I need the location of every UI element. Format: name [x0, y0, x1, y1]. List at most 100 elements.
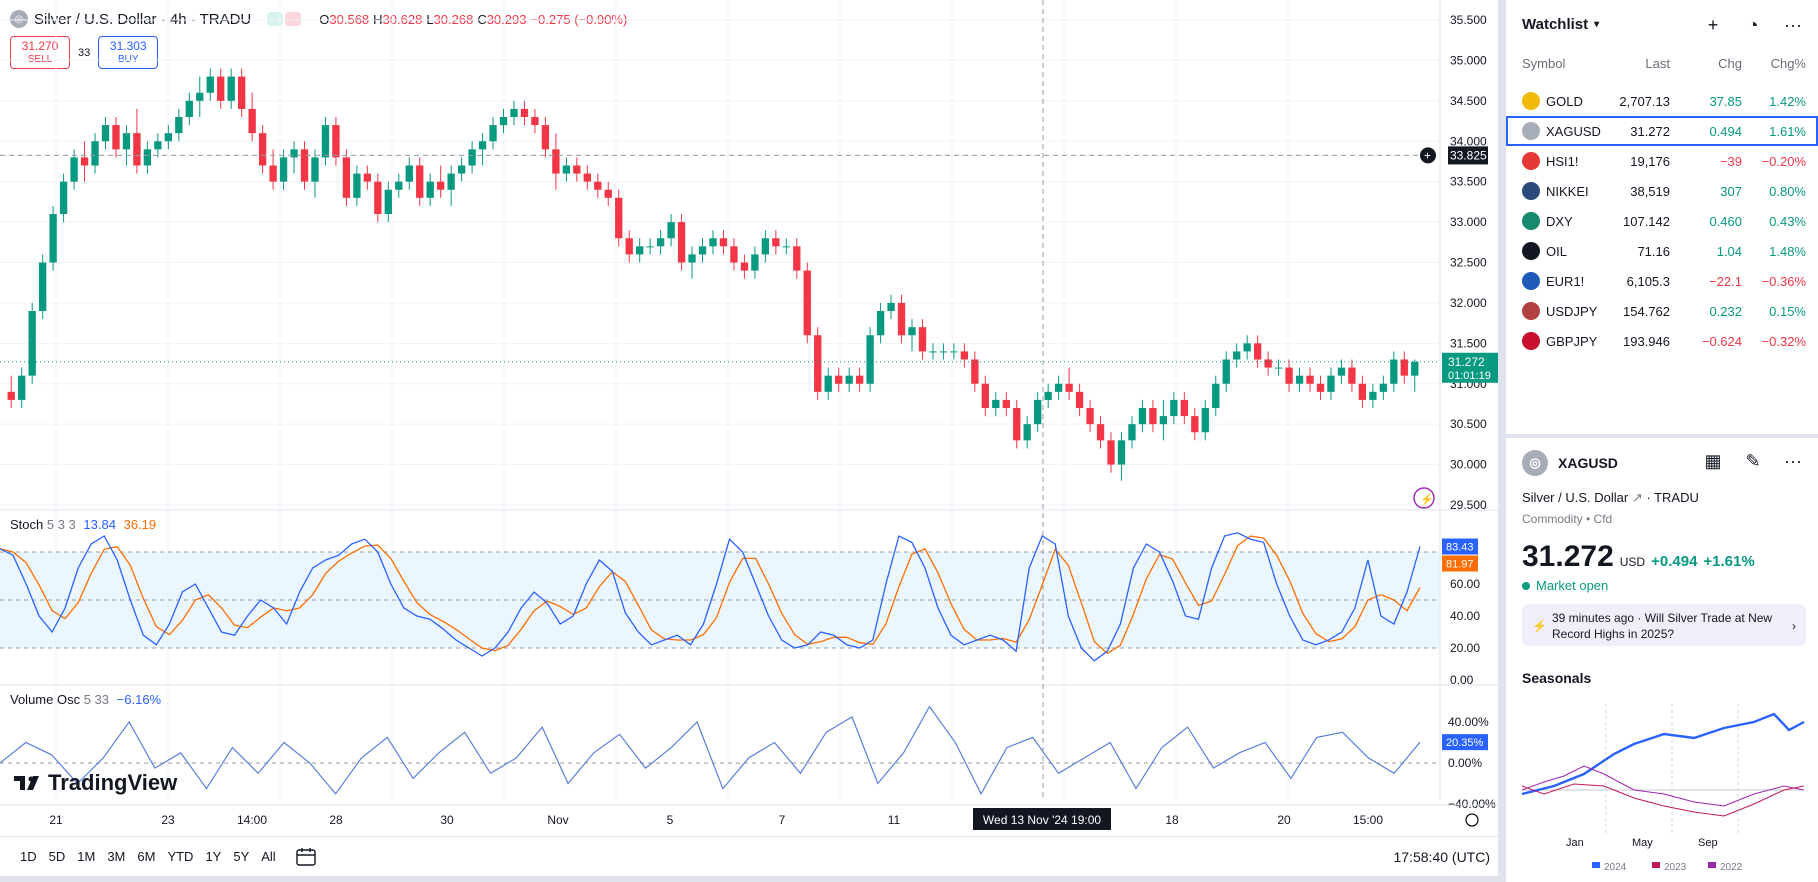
candle-body	[1086, 408, 1094, 425]
watchlist-row-gold[interactable]: GOLD 2,707.13 37.85 1.42%	[1506, 86, 1818, 116]
candle-body	[80, 157, 89, 166]
range-button-5d[interactable]: 5D	[48, 849, 66, 864]
candle-body	[876, 311, 885, 336]
candle-body	[447, 173, 455, 190]
candle-body	[1316, 383, 1325, 392]
col-chg[interactable]: Chg	[1718, 56, 1742, 71]
more-icon[interactable]: ···	[1784, 450, 1802, 471]
watchlist-symbol: OIL	[1546, 244, 1567, 259]
watchlist-chgp: 0.43%	[1769, 214, 1806, 229]
candle-body	[698, 246, 707, 255]
edit-icon[interactable]: ✎	[1745, 450, 1761, 471]
candle-body	[992, 399, 1000, 408]
right-panel: Watchlist ▾ + ◔ ··· Symbol Last Chg Chg%…	[1506, 0, 1818, 882]
candle-body	[1369, 391, 1377, 400]
price-axis-label: 34.000	[1450, 134, 1487, 148]
stoch-axis-label: 20.00	[1450, 641, 1480, 655]
external-link-icon[interactable]: ↗	[1631, 490, 1643, 505]
volosc-name: Volume Osc	[10, 692, 81, 707]
range-button-5y[interactable]: 5Y	[233, 849, 250, 864]
crosshair-time-tag	[973, 808, 1111, 830]
details-currency: USD	[1619, 555, 1646, 569]
chart-panel[interactable]: ◎ Silver / U.S. Dollar · 4h · TRADU O30.…	[0, 0, 1502, 876]
watchlist-row-dxy[interactable]: DXY 107.142 0.460 0.43%	[1506, 206, 1818, 236]
watchlist-title-text: Watchlist	[1522, 16, 1589, 33]
seasonals-title[interactable]: Seasonals	[1522, 670, 1592, 686]
watchlist-row-nikkei[interactable]: NIKKEI 38,519 307 0.80%	[1506, 176, 1818, 206]
symbol-title[interactable]: Silver / U.S. Dollar · 4h · TRADU	[34, 10, 252, 28]
range-button-1d[interactable]: 1D	[20, 849, 37, 864]
chevron-down-icon: ▾	[1594, 19, 1600, 30]
watchlist-chgp: 0.80%	[1769, 184, 1806, 199]
range-button-3m[interactable]: 3M	[107, 849, 126, 864]
watchlist-row-xagusd[interactable]: XAGUSD 31.272 0.494 1.61%	[1506, 116, 1818, 146]
candle-body	[1044, 391, 1052, 400]
col-symbol[interactable]: Symbol	[1522, 56, 1566, 71]
candle-body	[552, 149, 560, 174]
range-button-ytd[interactable]: YTD	[167, 849, 194, 864]
watchlist-row-usdjpy[interactable]: USDJPY 154.762 0.232 0.15%	[1506, 296, 1818, 326]
settings-gear-icon	[1465, 813, 1479, 827]
range-button-1y[interactable]: 1Y	[205, 849, 222, 864]
price-axis-label: 30.000	[1450, 458, 1487, 472]
watchlist-row-gbpjpy[interactable]: GBPJPY 193.946 −0.624 −0.32%	[1506, 326, 1818, 356]
watchlist-row-eur1[interactable]: EUR1! 6,105.3 −22.1 −0.36%	[1506, 266, 1818, 296]
candle-body	[1054, 383, 1063, 392]
candle-body	[332, 125, 340, 158]
volosc-line	[0, 705, 1421, 796]
stoch-d-line	[0, 535, 1421, 655]
candle-body	[7, 391, 15, 400]
description-text[interactable]: Silver / U.S. Dollar	[1522, 490, 1629, 505]
watchlist-row-oil[interactable]: OIL 71.16 1.04 1.48%	[1506, 236, 1818, 266]
watchlist-settings-icon[interactable]: ◔	[1747, 14, 1759, 35]
price-axis-label: 33.500	[1450, 175, 1487, 189]
time-axis-label: 14:00	[237, 813, 267, 827]
range-button-6m[interactable]: 6M	[137, 849, 156, 864]
details-price-block: 31.272 USD +0.494 +1.61%	[1522, 540, 1755, 574]
watchlist-rows: GOLD 2,707.13 37.85 1.42% XAGUSD 31.272 0.494 1…	[1506, 86, 1818, 356]
col-chgp[interactable]: Chg%	[1770, 56, 1806, 71]
watchlist-title[interactable]: Watchlist ▾	[1522, 16, 1599, 33]
candle-body	[950, 351, 958, 353]
price-chart[interactable]: 35.500 35.000 34.500 34.000 33.500 33.000 32.5…	[0, 0, 1498, 836]
candle-body	[28, 311, 36, 376]
candle-body	[1149, 408, 1157, 425]
layout-icon[interactable]: ▦	[1704, 450, 1722, 471]
candle-body	[520, 108, 529, 117]
watchlist-chg: 37.85	[1709, 94, 1742, 109]
candle-body	[101, 125, 110, 142]
buy-button[interactable]: 31.303 BUY	[98, 36, 159, 69]
col-last[interactable]: Last	[1645, 56, 1670, 71]
utc-clock[interactable]: 17:58:40 (UTC)	[1393, 848, 1490, 865]
range-button-1m[interactable]: 1M	[77, 849, 96, 864]
candle-body	[1222, 359, 1230, 384]
calendar-icon[interactable]	[296, 847, 318, 866]
candle-body	[164, 133, 173, 142]
watchlist-chg: 1.04	[1716, 244, 1742, 259]
watchlist-symbol: GOLD	[1546, 94, 1583, 109]
details-symbol[interactable]: XAGUSD	[1558, 455, 1618, 471]
details-category: Commodity • Cfd	[1522, 512, 1613, 526]
seasonal-x-label: May	[1632, 837, 1653, 849]
watchlist-row-hsi1[interactable]: HSI1! 19,176 −39 −0.20%	[1506, 146, 1818, 176]
market-status-pill[interactable]	[267, 12, 302, 26]
volosc-legend: Volume Osc 5 33 −6.16%	[10, 692, 161, 707]
more-icon[interactable]: ···	[1784, 14, 1802, 35]
price-axis-label: 32.000	[1450, 296, 1487, 310]
oil-icon	[1522, 242, 1540, 260]
add-symbol-icon[interactable]: +	[1707, 14, 1719, 35]
candle-body	[1411, 361, 1419, 376]
candle-body	[960, 351, 969, 360]
candle-body	[604, 189, 612, 198]
sell-button[interactable]: 31.270 SELL	[10, 36, 70, 69]
range-button-all[interactable]: All	[261, 849, 276, 864]
tradingview-logo[interactable]: TradingView	[14, 770, 177, 796]
stoch-k-value: 13.84	[83, 517, 116, 532]
seasonals-chart[interactable]: Jan May Sep 2024 2023 2022	[1514, 694, 1810, 874]
candle-body	[1128, 424, 1136, 441]
news-item[interactable]: ⚡ 39 minutes ago · Will Silver Trade at …	[1522, 604, 1806, 646]
details-description: Silver / U.S. Dollar ↗ · TRADU	[1522, 490, 1699, 506]
candle-body	[835, 375, 843, 384]
stoch-d-tag-label: 81.97	[1446, 559, 1474, 571]
candle-body	[279, 157, 288, 182]
